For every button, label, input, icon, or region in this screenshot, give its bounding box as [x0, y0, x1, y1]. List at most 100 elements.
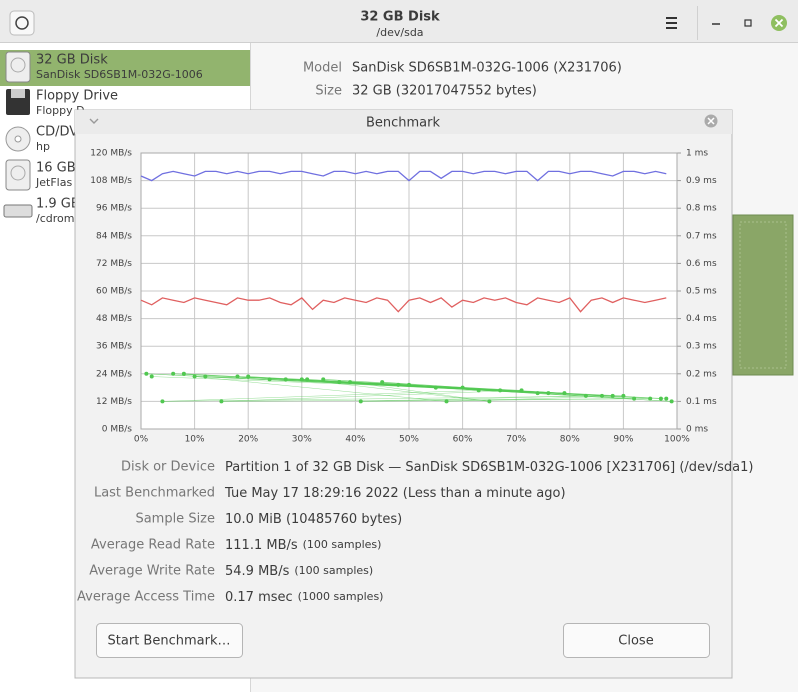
info-note: (100 samples)	[294, 564, 373, 577]
access-point	[305, 377, 310, 382]
rate-line	[140, 170, 667, 182]
sidebar-icons	[3, 51, 33, 218]
detail-label: Size	[315, 84, 342, 99]
device-detail: /cdrom	[36, 212, 74, 225]
y2-tick-label: 0.7 ms	[686, 231, 717, 241]
access-point	[546, 391, 551, 396]
x-tick-label: 0%	[134, 435, 149, 445]
access-point	[583, 393, 588, 398]
info-note: (100 samples)	[303, 538, 382, 551]
access-point	[648, 396, 653, 401]
access-point	[348, 380, 353, 385]
access-point	[396, 382, 401, 387]
chart: 0% 10% 20% 30% 40% 50% 60% 70% 80% 90% 100% 0 MB/s 1…	[90, 149, 717, 445]
device-name: 1.9 GB	[36, 197, 80, 212]
x-tick-label: 20%	[238, 435, 258, 445]
drive-menu-button[interactable]	[9, 10, 35, 36]
drive-icon	[15, 16, 29, 30]
maximize-button[interactable]	[744, 19, 752, 27]
access-point	[621, 393, 626, 398]
start-benchmark-button[interactable]	[96, 623, 243, 658]
y-tick-label: 96 MB/s	[96, 204, 132, 214]
partition-block[interactable]	[732, 214, 794, 376]
y-tick-label: 120 MB/s	[90, 149, 132, 159]
y2-tick-label: 0.6 ms	[686, 259, 717, 269]
y-tick-label: 72 MB/s	[96, 259, 132, 269]
info-label: Average Read Rate	[91, 538, 215, 553]
y2-tick-label: 0.8 ms	[686, 204, 717, 214]
detail-value: SanDisk SD6SB1M-032G-1006 (X231706)	[352, 61, 622, 76]
access-point	[235, 374, 240, 379]
y-tick-label: 36 MB/s	[96, 342, 132, 352]
device-name: Floppy Drive	[36, 89, 118, 104]
device-detail: SanDisk SD6SB1M-032G-1006	[36, 68, 203, 81]
x-tick-label: 90%	[613, 435, 633, 445]
y-tick-label: 60 MB/s	[96, 287, 132, 297]
dialog-menu[interactable]	[89, 118, 99, 124]
info-label: Disk or Device	[121, 460, 215, 475]
info-label: Average Access Time	[77, 590, 215, 605]
drive-details: Model SanDisk SD6SB1M-032G-1006 (X231706)…	[303, 61, 622, 99]
x-tick-label: 100%	[664, 435, 690, 445]
info-value-text: 111.1 MB/s	[225, 538, 298, 553]
access-trace	[146, 373, 672, 402]
window-subtitle: /dev/sda	[376, 26, 423, 39]
y-tick-label: 108 MB/s	[90, 176, 132, 186]
access-point	[444, 399, 449, 404]
info-value-text: 10.0 MiB (10485760 bytes)	[225, 512, 402, 527]
info-value: 54.9 MB/s (100 samples)	[225, 564, 373, 579]
benchmark-info: Disk or Device Partition 1 of 32 GB Disk …	[77, 460, 753, 605]
access-point	[407, 382, 411, 387]
device-detail: JetFlas	[35, 176, 72, 189]
info-value-text: 0.17 msec	[225, 590, 293, 605]
access-point	[160, 399, 165, 404]
x-tick-label: 50%	[399, 435, 419, 445]
access-point	[203, 374, 208, 379]
access-point	[181, 371, 186, 376]
access-point	[433, 385, 438, 390]
y-tick-label: 24 MB/s	[96, 369, 132, 379]
info-label: Sample Size	[135, 512, 215, 527]
x-tick-label: 70%	[506, 435, 526, 445]
access-point	[219, 399, 224, 404]
y2-tick-label: 0.2 ms	[686, 369, 717, 379]
y-tick-label: 48 MB/s	[96, 314, 132, 324]
start-benchmark-label: Start Benchmark…	[108, 634, 231, 649]
dialog-close[interactable]	[704, 114, 718, 128]
info-label: Average Write Rate	[89, 564, 215, 579]
access-point	[610, 393, 615, 398]
info-value: 0.17 msec (1000 samples)	[225, 590, 383, 605]
access-point	[535, 391, 540, 396]
device-name: 16 GB	[36, 161, 76, 176]
access-point	[267, 377, 272, 382]
selected-row[interactable]	[0, 50, 250, 86]
access-point	[192, 374, 197, 379]
detail-value: 32 GB (32017047552 bytes)	[352, 84, 537, 99]
close-window-button[interactable]	[771, 15, 787, 31]
access-point	[144, 371, 149, 376]
close-button[interactable]	[563, 623, 710, 658]
menu-button[interactable]	[666, 17, 677, 29]
access-point	[460, 385, 465, 390]
access-point	[632, 396, 637, 401]
access-point	[337, 380, 342, 385]
y-tick-label: 0 MB/s	[102, 425, 133, 435]
access-point	[283, 377, 288, 382]
window-title: 32 GB Disk	[360, 10, 440, 25]
dialog-title: Benchmark	[366, 116, 441, 131]
access-point	[171, 371, 176, 376]
y2-tick-label: 0.3 ms	[686, 342, 717, 352]
access-point	[664, 396, 669, 401]
rate-line	[140, 297, 667, 313]
info-value: 111.1 MB/s (100 samples)	[225, 538, 381, 553]
x-tick-label: 30%	[292, 435, 312, 445]
access-point	[498, 388, 503, 393]
access-point	[299, 377, 304, 382]
x-tick-label: 80%	[560, 435, 580, 445]
info-value: Partition 1 of 32 GB Disk — SanDisk SD6S…	[225, 460, 753, 475]
y2-tick-label: 0 ms	[686, 425, 708, 435]
access-point	[562, 391, 567, 396]
